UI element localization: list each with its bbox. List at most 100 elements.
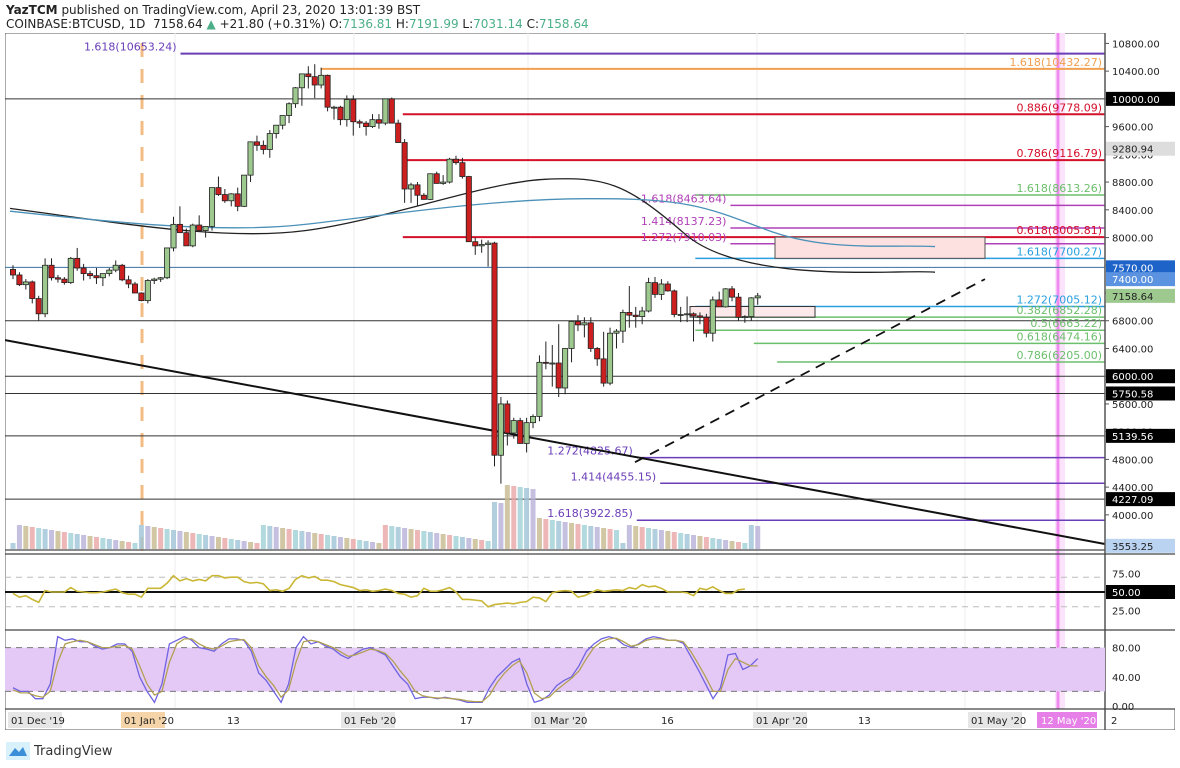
volume-bar xyxy=(710,538,716,549)
candle xyxy=(549,345,556,387)
brand-name: TradingView xyxy=(34,743,113,759)
ascending-trendline xyxy=(634,278,986,463)
open-label: O: xyxy=(329,17,343,31)
fib-level-label: 0.618(8005.81) xyxy=(1016,224,1102,237)
candle xyxy=(144,279,151,304)
candle xyxy=(523,417,530,453)
price-label-badge xyxy=(1106,260,1175,275)
fib-level-label: 0.618(6474.16) xyxy=(1016,330,1102,343)
stoch-k-line xyxy=(12,635,759,704)
candle xyxy=(311,64,318,99)
candle xyxy=(221,189,228,203)
candle xyxy=(106,268,113,277)
candle xyxy=(87,270,94,280)
highlight-band xyxy=(1055,33,1065,709)
volume-bar xyxy=(138,525,144,549)
stoch-tick-label: 0.00 xyxy=(1112,702,1134,713)
rsi-tick-label: 75.00 xyxy=(1112,570,1141,581)
chart-frame xyxy=(4,32,1176,731)
tradingview-logo-icon xyxy=(6,742,30,760)
date-tick-label: 16 xyxy=(661,716,674,727)
volume-bar xyxy=(613,530,619,549)
volume-bar xyxy=(113,540,119,549)
volume-bar xyxy=(93,537,99,549)
date-tick-label: 12 May '20 xyxy=(1041,716,1096,727)
volume-bar xyxy=(665,531,671,549)
volume-bar xyxy=(280,528,286,549)
candle xyxy=(22,279,29,290)
candle xyxy=(485,240,492,267)
date-tick-label: 17 xyxy=(460,716,473,727)
volume-bar xyxy=(87,536,93,549)
candle xyxy=(138,292,145,302)
candle xyxy=(343,95,350,127)
rsi-tick-label: 25.00 xyxy=(1112,607,1141,618)
candle xyxy=(497,397,504,484)
candle xyxy=(414,182,421,207)
candle xyxy=(228,193,235,207)
price-tick-label: 10400.00 xyxy=(1112,67,1160,78)
volume-bar xyxy=(29,527,35,549)
volume-bar xyxy=(158,528,164,549)
volume-bar xyxy=(81,535,87,549)
volume-bar xyxy=(171,530,176,549)
candle xyxy=(626,286,633,328)
volume-bar xyxy=(49,530,55,549)
fib-level-label: 1.618(7700.27) xyxy=(1016,245,1102,258)
volume-bar xyxy=(652,529,658,549)
volume-bar xyxy=(23,526,29,549)
fib-level-label: 1.618(8463.64) xyxy=(641,192,727,205)
volume-bar xyxy=(472,539,478,549)
volume-bar xyxy=(61,532,67,549)
volume-bar xyxy=(395,527,401,549)
candle xyxy=(266,130,273,158)
price-label-badge xyxy=(1106,492,1175,507)
volume-bar xyxy=(325,535,331,549)
fib-level-label: 0.886(9778.09) xyxy=(1016,101,1102,114)
chart-svg[interactable]: 1.618(10653.24) 1.618(10432.27) 0.886(9778… xyxy=(4,32,1176,731)
volume-bar xyxy=(286,529,292,549)
candle xyxy=(375,114,382,129)
candle xyxy=(517,417,524,444)
price-tick-label: 6800.00 xyxy=(1112,317,1153,328)
candle xyxy=(581,317,588,338)
volume-bar xyxy=(427,532,433,549)
candle xyxy=(504,400,511,446)
volume-bar xyxy=(16,525,22,549)
candle xyxy=(729,286,736,302)
volume-bar xyxy=(235,540,241,549)
candle xyxy=(472,237,479,255)
footer: TradingView xyxy=(6,740,113,762)
volume-bar xyxy=(344,538,350,549)
volume-bar xyxy=(68,533,74,549)
candle xyxy=(696,312,703,325)
volume-bar xyxy=(36,528,42,549)
candle xyxy=(613,329,620,349)
candle xyxy=(401,139,408,203)
volume-bar xyxy=(459,537,465,549)
candle xyxy=(452,155,459,165)
price-label-text: 9280.94 xyxy=(1112,145,1153,156)
candle xyxy=(568,320,575,363)
candle xyxy=(253,135,260,151)
candle xyxy=(324,74,331,112)
candle xyxy=(35,295,42,321)
volume-bar xyxy=(742,543,748,549)
stoch-tick-label: 40.00 xyxy=(1112,673,1141,684)
volume-bar xyxy=(248,542,254,549)
fib-level-label: 1.414(8137.23) xyxy=(641,215,727,228)
price-label-badge xyxy=(1106,288,1175,303)
volume-bar xyxy=(626,525,632,549)
last-price: 7158.64 xyxy=(153,17,203,31)
chart-area[interactable]: 1.618(10653.24) 1.618(10432.27) 0.886(9778… xyxy=(4,32,1176,731)
volume-bar xyxy=(408,529,414,549)
price-label-text: 5750.58 xyxy=(1112,389,1153,400)
candle xyxy=(388,97,395,124)
candle xyxy=(748,297,755,321)
candle xyxy=(703,313,710,338)
candle xyxy=(42,258,49,318)
candle xyxy=(478,239,485,253)
price-label-text: 7158.64 xyxy=(1112,292,1153,303)
volume-bar xyxy=(594,527,600,549)
volume-bar xyxy=(549,520,555,549)
